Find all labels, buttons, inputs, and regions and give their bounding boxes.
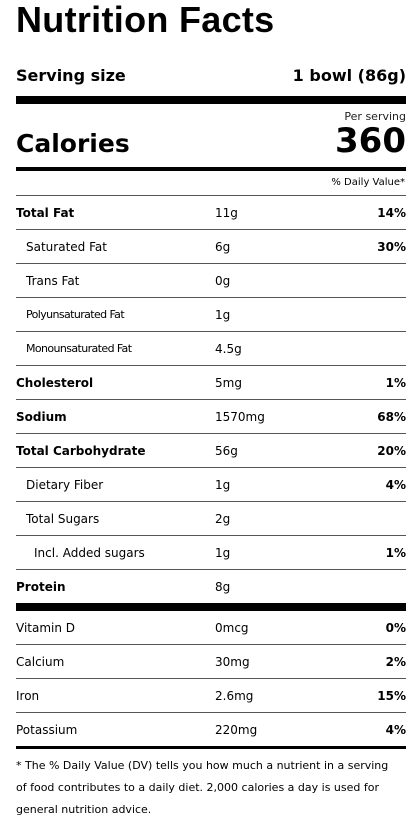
vitamin-amount: 30mg	[215, 654, 250, 669]
nutrient-dv: 4%	[385, 477, 406, 492]
nutrient-row-total-fat: Total Fat 11g 14%	[16, 196, 406, 230]
vitamin-name: Vitamin D	[16, 620, 76, 635]
nutrient-name: Cholesterol	[16, 375, 94, 390]
nutrient-row-total-carbohydrate: Total Carbohydrate 56g 20%	[16, 434, 406, 468]
vitamin-amount: 0mcg	[215, 620, 249, 635]
nutrient-amount: 1g	[215, 545, 231, 560]
nutrient-amount: 56g	[215, 443, 238, 458]
thick-divider	[16, 603, 406, 611]
nutrient-name: Trans Fat	[26, 273, 80, 288]
vitamin-dv: 15%	[377, 688, 406, 703]
nutrient-name: Dietary Fiber	[26, 477, 104, 492]
nutrient-amount: 11g	[215, 205, 238, 220]
daily-value-footnote: * The % Daily Value (DV) tells you how m…	[16, 759, 389, 816]
medium-divider	[16, 167, 406, 171]
serving-size-label: Serving size	[16, 66, 126, 85]
vitamin-row-calcium: Calcium 30mg 2%	[16, 645, 406, 679]
vitamin-dv: 2%	[385, 654, 406, 669]
per-serving-label: Per serving	[344, 110, 406, 123]
vitamin-row-iron: Iron 2.6mg 15%	[16, 679, 406, 713]
nutrient-name: Monounsaturated Fat	[26, 342, 132, 355]
nutrient-row-sodium: Sodium 1570mg 68%	[16, 400, 406, 434]
nutrient-row-polyunsaturated-fat: Polyunsaturated Fat 1g	[16, 298, 406, 332]
nutrient-amount: 8g	[215, 579, 231, 594]
nutrient-name: Total Sugars	[26, 511, 100, 526]
nutrient-list: Total Fat 11g 14% Saturated Fat 6g 30% T…	[16, 195, 406, 603]
vitamin-mineral-list: Vitamin D 0mcg 0% Calcium 30mg 2% Iron 2…	[16, 611, 406, 749]
vitamin-row-vitamin-d: Vitamin D 0mcg 0%	[16, 611, 406, 645]
calories-value: 360	[335, 121, 406, 161]
nutrient-name: Sodium	[16, 409, 67, 424]
serving-size-row: Serving size 1 bowl (86g)	[16, 55, 406, 85]
vitamin-name: Calcium	[16, 654, 65, 669]
nutrient-row-protein: Protein 8g	[16, 570, 406, 603]
nutrient-row-monounsaturated-fat: Monounsaturated Fat 4.5g	[16, 332, 406, 366]
nutrient-name: Total Fat	[16, 205, 75, 220]
nutrient-row-trans-fat: Trans Fat 0g	[16, 264, 406, 298]
nutrient-name: Saturated Fat	[26, 239, 107, 254]
vitamin-amount: 220mg	[215, 722, 258, 737]
nutrient-dv: 30%	[377, 239, 406, 254]
vitamin-name: Potassium	[16, 722, 78, 737]
nutrition-facts-label: Nutrition Facts Serving size 1 bowl (86g…	[16, 2, 406, 821]
nutrient-dv: 1%	[385, 375, 406, 390]
nutrient-row-saturated-fat: Saturated Fat 6g 30%	[16, 230, 406, 264]
vitamin-name: Iron	[16, 688, 40, 703]
daily-value-header: % Daily Value*	[331, 177, 405, 188]
serving-size-value: 1 bowl (86g)	[292, 66, 406, 85]
nutrient-amount: 2g	[215, 511, 231, 526]
nutrient-name: Incl. Added sugars	[34, 545, 145, 560]
nutrient-name: Protein	[16, 579, 66, 594]
nutrient-dv: 20%	[377, 443, 406, 458]
vitamin-dv: 0%	[385, 620, 406, 635]
nutrient-row-dietary-fiber: Dietary Fiber 1g 4%	[16, 468, 406, 502]
nutrient-amount: 1570mg	[215, 409, 265, 424]
vitamin-row-potassium: Potassium 220mg 4%	[16, 713, 406, 749]
nutrient-row-added-sugars: Incl. Added sugars 1g 1%	[16, 536, 406, 570]
nutrient-amount: 1g	[215, 307, 231, 322]
vitamin-dv: 4%	[385, 722, 406, 737]
nutrient-amount: 1g	[215, 477, 231, 492]
nutrient-dv: 1%	[385, 545, 406, 560]
nutrient-dv: 68%	[377, 409, 406, 424]
nutrient-amount: 4.5g	[215, 341, 242, 356]
nutrient-row-cholesterol: Cholesterol 5mg 1%	[16, 366, 406, 400]
vitamin-amount: 2.6mg	[215, 688, 254, 703]
nutrient-name: Polyunsaturated Fat	[26, 308, 125, 321]
calories-row: Calories 360	[16, 123, 406, 159]
nutrient-amount: 5mg	[215, 375, 242, 390]
calories-label: Calories	[16, 129, 130, 158]
nutrient-row-total-sugars: Total Sugars 2g	[16, 502, 406, 536]
nutrient-name: Total Carbohydrate	[16, 443, 146, 458]
thick-divider	[16, 96, 406, 104]
nutrient-amount: 6g	[215, 239, 231, 254]
nutrient-amount: 0g	[215, 273, 231, 288]
label-title: Nutrition Facts	[16, 0, 275, 40]
nutrient-dv: 14%	[377, 205, 406, 220]
